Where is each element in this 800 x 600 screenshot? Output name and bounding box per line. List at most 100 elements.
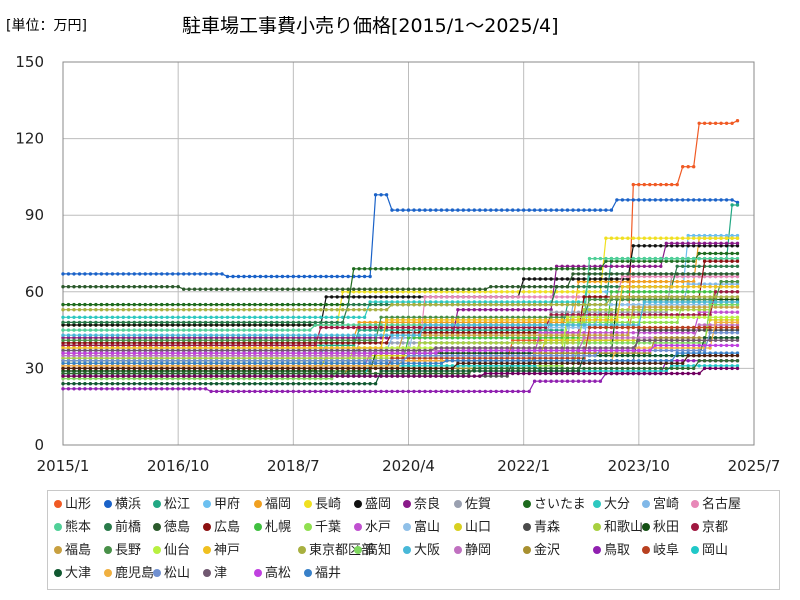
series-point <box>198 387 202 391</box>
series-point <box>127 315 131 319</box>
series-line <box>63 265 738 323</box>
series-point <box>532 290 537 294</box>
series-point <box>247 382 252 386</box>
series-point <box>659 290 663 294</box>
series-point <box>626 336 630 340</box>
series-point <box>308 274 312 279</box>
series-point <box>324 295 328 299</box>
series-point <box>461 341 465 345</box>
series-point <box>154 285 158 289</box>
series-point <box>598 297 603 302</box>
plot-area-frame <box>62 61 755 446</box>
series-point <box>538 295 542 299</box>
series-point <box>423 389 427 394</box>
series-point <box>735 233 740 238</box>
series-point <box>116 387 120 391</box>
series-point <box>719 241 723 245</box>
series-point <box>505 389 509 394</box>
series-point <box>439 328 444 332</box>
series-point <box>724 315 729 319</box>
series-point <box>702 259 707 263</box>
series-point <box>604 277 608 281</box>
series-line <box>63 273 738 318</box>
series-point <box>598 267 603 271</box>
series-point <box>461 318 465 322</box>
series-point <box>516 323 520 327</box>
series-point <box>648 290 652 294</box>
series-point <box>187 387 191 391</box>
series-point <box>138 387 142 391</box>
series-point <box>121 328 126 332</box>
series-point <box>335 343 339 348</box>
series-point <box>352 325 356 330</box>
series-point <box>368 302 372 307</box>
series-point <box>258 328 263 332</box>
series-point <box>670 305 674 309</box>
series-point <box>648 325 652 330</box>
series-point <box>637 244 641 248</box>
series-point <box>434 267 438 271</box>
series-point <box>439 302 444 307</box>
series-point <box>423 328 427 332</box>
series-point <box>719 310 723 314</box>
series-point <box>576 290 581 294</box>
series-point <box>423 333 427 337</box>
series-point <box>522 290 526 294</box>
series-point <box>538 277 542 281</box>
series-point <box>362 328 367 332</box>
series-point <box>708 236 712 240</box>
series-point <box>516 267 520 271</box>
series-point <box>297 320 301 325</box>
series-point <box>264 308 268 312</box>
series-point <box>110 320 115 325</box>
series-point <box>609 236 614 240</box>
series-point <box>242 333 246 337</box>
series-point <box>609 302 614 307</box>
series-point <box>77 328 82 332</box>
series-point <box>664 272 668 276</box>
series-point <box>395 325 400 330</box>
series-point <box>554 285 559 289</box>
series-point <box>686 236 690 240</box>
series-point <box>187 333 191 337</box>
series-point <box>423 341 427 345</box>
series-point <box>549 302 553 307</box>
series-point <box>171 315 175 319</box>
series-point <box>538 341 542 345</box>
series-point <box>182 338 186 342</box>
series-point <box>242 315 246 319</box>
series-point <box>532 295 537 299</box>
series-point <box>165 333 169 337</box>
series-point <box>615 353 619 358</box>
series-point <box>390 295 394 299</box>
series-point <box>478 318 482 322</box>
series-point <box>280 328 285 332</box>
series-point <box>346 389 350 394</box>
series-point <box>77 315 82 319</box>
series-point <box>522 341 526 345</box>
series-point <box>401 267 405 271</box>
series-point <box>269 333 274 337</box>
series-point <box>505 318 509 322</box>
series-point <box>308 389 312 394</box>
series-point <box>456 295 460 299</box>
series-point <box>357 302 361 307</box>
series-point <box>275 315 279 319</box>
series-point <box>110 382 115 386</box>
series-point <box>368 333 372 337</box>
series-point <box>702 300 707 304</box>
series-point <box>461 287 465 291</box>
series-point <box>395 302 400 307</box>
series-point <box>346 343 350 348</box>
series-point <box>203 387 208 391</box>
series-point <box>576 302 581 307</box>
series-point <box>264 274 268 279</box>
series-point <box>598 208 603 212</box>
series-point <box>149 320 153 325</box>
series-point <box>692 256 696 261</box>
series-point <box>516 318 520 322</box>
series-point <box>456 302 460 307</box>
series-point <box>160 285 164 289</box>
series-point <box>302 308 306 312</box>
series-point <box>242 274 246 279</box>
